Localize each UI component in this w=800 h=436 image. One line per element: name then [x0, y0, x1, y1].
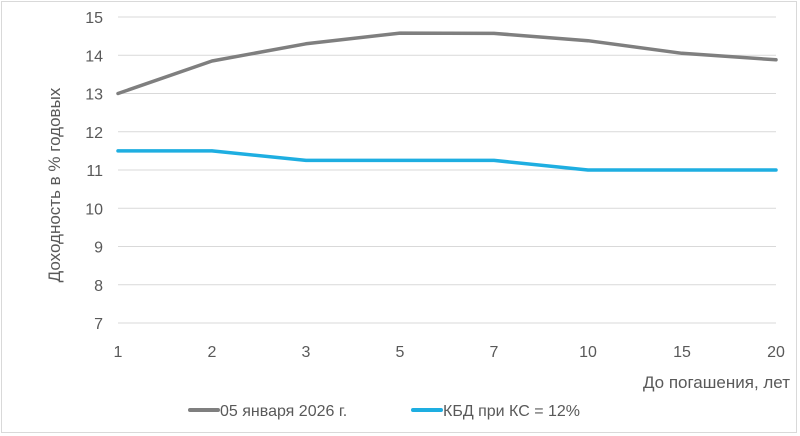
series-2-point	[116, 149, 120, 153]
series-2-point	[492, 158, 496, 162]
x-axis-label: До погашения, лет	[643, 373, 790, 392]
y-tick-label: 10	[85, 201, 103, 218]
x-tick-label: 1	[114, 344, 123, 361]
series-2-point	[774, 168, 778, 172]
y-tick-label: 12	[85, 125, 103, 142]
x-tick-label: 20	[767, 344, 785, 361]
series-2-point	[680, 168, 684, 172]
y-tick-label: 8	[94, 278, 103, 295]
series-1-point	[680, 51, 684, 55]
series-lines	[116, 31, 778, 172]
x-tick-label: 5	[396, 344, 405, 361]
series-line-2	[116, 149, 778, 172]
y-axis-label: Доходность в % годовых	[45, 87, 64, 282]
series-1-point	[398, 31, 402, 35]
y-tick-label: 7	[94, 316, 103, 333]
series-2-point	[210, 149, 214, 153]
y-tick-label: 11	[86, 163, 103, 180]
legend-label-series-2: КБД при КС = 12%	[443, 403, 580, 420]
legend-label-series-1: 05 января 2026 г.	[220, 403, 347, 420]
series-1-point	[304, 42, 308, 46]
x-tick-label: 10	[579, 344, 597, 361]
x-tick-labels: 1 2 3 5 7 10 15 20	[114, 344, 785, 361]
series-1-point	[774, 58, 778, 62]
series-1-point	[116, 92, 120, 95]
series-1-point	[210, 59, 214, 63]
y-tick-label: 9	[94, 240, 103, 257]
y-tick-label: 14	[85, 48, 103, 65]
x-tick-label: 3	[302, 344, 311, 361]
series-2-point	[586, 168, 590, 172]
x-tick-label: 15	[673, 344, 691, 361]
series-line-1	[116, 31, 778, 96]
legend: 05 января 2026 г. КБД при КС = 12%	[188, 403, 580, 420]
series-2-point	[398, 158, 402, 162]
y-tick-labels: 7 8 9 10 11 12 13 14 15	[85, 10, 103, 333]
x-tick-label: 2	[208, 344, 217, 361]
series-2-point	[304, 158, 308, 162]
series-1-point	[586, 39, 590, 43]
y-tick-label: 13	[85, 87, 103, 104]
x-tick-label: 7	[490, 344, 499, 361]
series-1-point	[492, 31, 496, 35]
y-tick-label: 15	[85, 10, 103, 27]
